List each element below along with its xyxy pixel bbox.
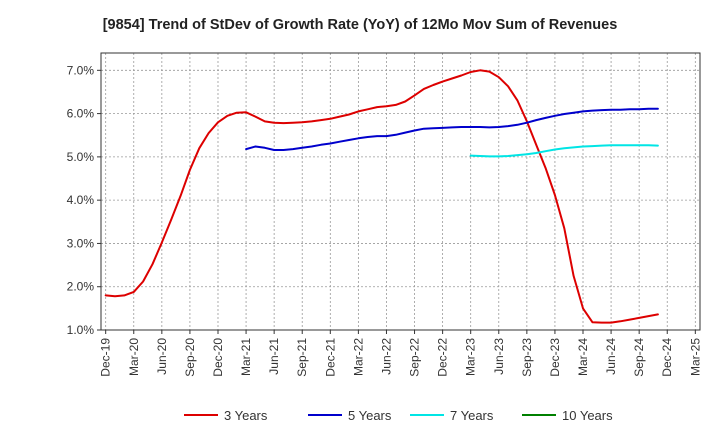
x-tick-label: Sep-22 (408, 338, 422, 377)
x-tick-label: Sep-21 (295, 338, 309, 377)
y-tick-label: 6.0% (67, 107, 95, 121)
y-tick-label: 7.0% (67, 63, 95, 77)
x-tick-label: Sep-20 (183, 338, 197, 377)
x-tick-label: Dec-23 (548, 338, 562, 377)
x-tick-label: Mar-20 (127, 338, 141, 376)
plot-background (101, 53, 700, 330)
x-tick-label: Dec-24 (660, 338, 674, 377)
x-tick-label: Mar-21 (239, 338, 253, 376)
x-tick-label: Dec-22 (436, 338, 450, 377)
legend: 3 Years 5 Years 7 Years 10 Years (184, 408, 613, 423)
x-tick-label: Jun-21 (267, 338, 281, 375)
y-tick-label: 2.0% (67, 280, 95, 294)
legend-label-10-years: 10 Years (562, 408, 613, 423)
chart-title: [9854] Trend of StDev of Growth Rate (Yo… (103, 17, 618, 33)
x-tick-label: Sep-24 (632, 338, 646, 377)
x-tick-label: Mar-23 (464, 338, 478, 376)
plot-frame (100, 52, 701, 331)
x-tick-label: Mar-22 (351, 338, 365, 376)
x-tick-label: Jun-23 (492, 338, 506, 375)
x-tick-label: Dec-20 (211, 338, 225, 377)
x-axis-ticks: Dec-19 Mar-20 Jun-20 Sep-20 Dec-20 Mar-21 Jun-… (99, 330, 702, 377)
legend-label-7-years: 7 Years (450, 408, 494, 423)
series-lines (104, 69, 659, 324)
x-tick-label: Jun-22 (379, 338, 393, 375)
legend-label-3-years: 3 Years (224, 408, 268, 423)
x-tick-label: Mar-25 (688, 338, 702, 376)
y-axis-ticks: 1.0% 2.0% 3.0% 4.0% 5.0% 6.0% 7.0% (67, 63, 101, 337)
x-tick-label: Dec-19 (99, 338, 113, 377)
x-tick-label: Dec-21 (323, 338, 337, 377)
y-tick-label: 1.0% (67, 323, 95, 337)
legend-label-5-years: 5 Years (348, 408, 392, 423)
y-tick-label: 4.0% (67, 193, 95, 207)
series-line-7-years (469, 144, 659, 158)
x-tick-label: Jun-20 (155, 338, 169, 375)
y-tick-label: 5.0% (67, 150, 95, 164)
x-tick-label: Sep-23 (520, 338, 534, 377)
x-tick-label: Mar-24 (576, 338, 590, 376)
series-line-5-years (245, 107, 659, 151)
x-tick-label: Jun-24 (604, 338, 618, 375)
series-line-3-years (104, 69, 659, 324)
y-tick-label: 3.0% (67, 236, 95, 250)
